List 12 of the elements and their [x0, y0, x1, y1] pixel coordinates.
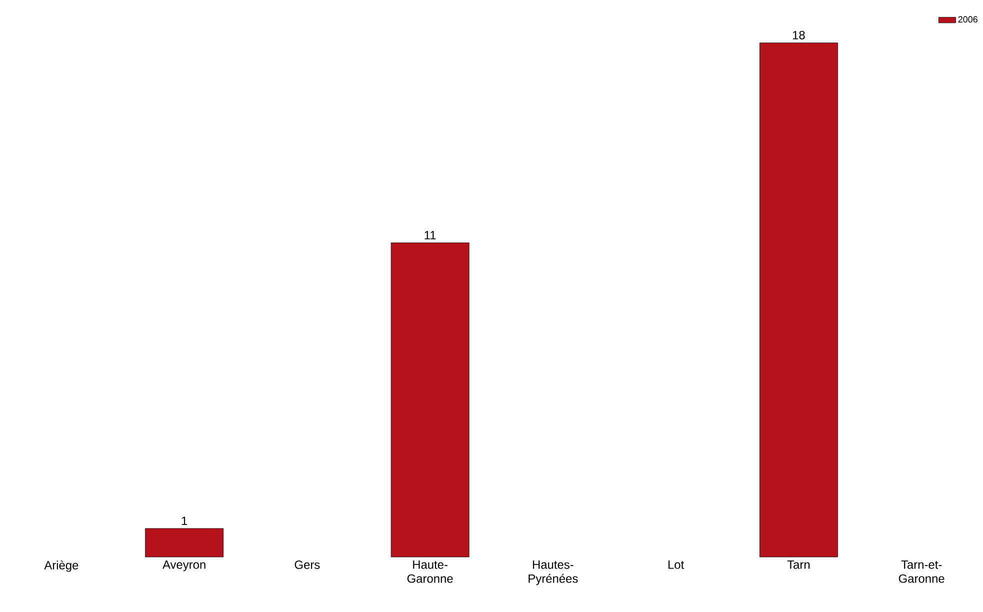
- data-label: 1: [182, 516, 188, 525]
- x-tick-label: Hautes-Pyrénées: [528, 560, 578, 586]
- legend-label: 2006: [958, 16, 978, 23]
- x-tick-label: Haute-Garonne: [407, 560, 453, 583]
- x-tick-label: Tarn: [787, 560, 810, 569]
- x-tick-label: Ariège: [44, 560, 78, 572]
- x-tick-label: Lot: [668, 560, 684, 569]
- data-label: 11: [424, 231, 436, 240]
- x-tick-label: Aveyron: [162, 560, 206, 572]
- data-label: 18: [792, 30, 805, 40]
- x-tick-label: Gers: [294, 560, 320, 569]
- x-tick-label: Tarn-et-Garonne: [898, 560, 944, 583]
